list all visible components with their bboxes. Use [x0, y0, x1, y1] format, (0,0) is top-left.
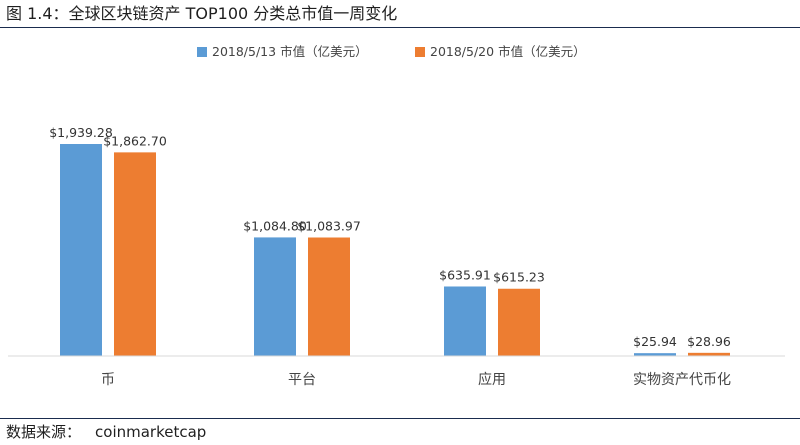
bar-2-series-2: [308, 237, 350, 356]
data-label-1-series-1: $1,939.28: [49, 125, 113, 140]
source-line: 数据来源： coinmarketcap: [6, 423, 206, 441]
legend-label-1: 2018/5/13 市值（亿美元）: [212, 44, 368, 59]
chart-area: 2018/5/13 市值（亿美元） 2018/5/20 市值（亿美元） $1,939…: [0, 28, 800, 418]
bottom-divider: [0, 418, 800, 419]
source-label: 数据来源：: [6, 423, 82, 441]
legend-swatch-1: [197, 47, 207, 57]
data-label-4-series-1: $25.94: [633, 334, 677, 349]
data-label-3-series-1: $635.91: [439, 267, 491, 282]
bar-1-series-1: [60, 144, 102, 356]
legend-label-2: 2018/5/20 市值（亿美元）: [430, 44, 586, 59]
source-value: coinmarketcap: [95, 423, 207, 441]
bar-chart: 2018/5/13 市值（亿美元） 2018/5/20 市值（亿美元） $1,939…: [8, 44, 785, 388]
category-label-1: 币: [101, 372, 115, 388]
bar-1-series-2: [114, 152, 156, 356]
bar-2-series-1: [254, 237, 296, 356]
category-label-3: 应用: [478, 371, 506, 388]
figure-title: 图 1.4：全球区块链资产 TOP100 分类总市值一周变化: [6, 4, 398, 23]
category-label-4: 实物资产代币化: [633, 372, 731, 388]
data-label-2-series-2: $1,083.97: [297, 219, 361, 234]
legend-swatch-2: [415, 47, 425, 57]
bar-4-series-2: [688, 352, 730, 356]
bar-3-series-2: [498, 288, 540, 356]
bar-4-series-1: [634, 353, 676, 356]
category-label-2: 平台: [288, 372, 316, 388]
top-divider: [0, 27, 800, 28]
data-label-2-series-1: $1,084.80: [243, 218, 307, 233]
data-label-4-series-2: $28.96: [687, 334, 731, 349]
bar-3-series-1: [444, 286, 486, 356]
data-label-1-series-2: $1,862.70: [103, 133, 167, 148]
data-label-3-series-2: $615.23: [493, 270, 545, 285]
